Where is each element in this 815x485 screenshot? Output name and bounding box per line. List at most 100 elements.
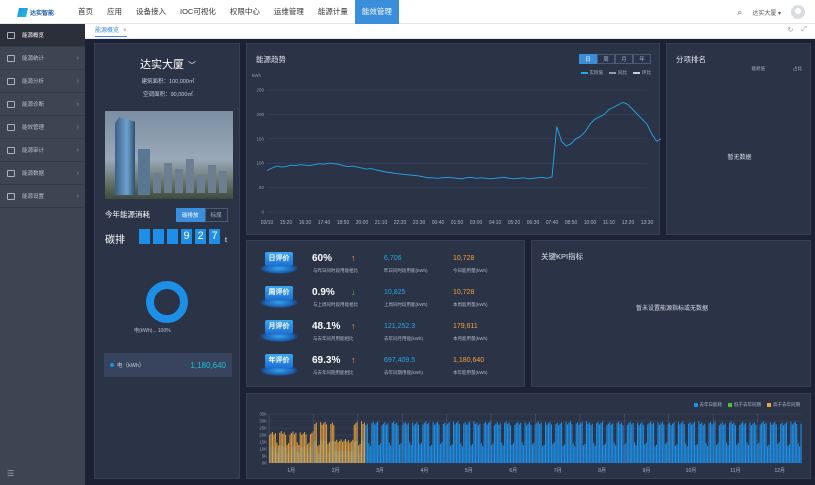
yearly-bar xyxy=(441,442,443,463)
app-logo[interactable]: 达实智能 xyxy=(17,6,54,18)
yearly-bar xyxy=(653,422,655,463)
sidebar-item-6[interactable]: 能源数据 › xyxy=(0,162,85,185)
tab-energy-overview[interactable]: 能源概览 × xyxy=(95,26,127,37)
yearly-bar xyxy=(568,422,570,463)
yearly-bar xyxy=(282,433,284,463)
eval-badge: 周评价 xyxy=(260,286,298,310)
yearly-bar xyxy=(423,422,425,463)
yearly-bar xyxy=(412,422,414,463)
yearly-xtick-label: 8月 xyxy=(598,468,606,474)
yearly-bar xyxy=(428,422,430,463)
trend-xtick-label: 08:50 xyxy=(565,220,578,226)
trend-legend-item[interactable]: 实际值 xyxy=(580,70,603,76)
yearly-bar xyxy=(603,445,605,463)
nav-item-1[interactable]: 应用 xyxy=(107,7,122,16)
nav-item-3[interactable]: IOC可视化 xyxy=(180,7,216,16)
close-tab-icon[interactable]: × xyxy=(123,28,127,34)
yearly-bar xyxy=(781,422,783,463)
refresh-icon[interactable]: ↻ xyxy=(787,27,794,34)
yearly-bar xyxy=(796,424,798,463)
trend-tab-3[interactable]: 年 xyxy=(633,54,651,64)
yearly-bar xyxy=(594,445,596,463)
energy-tab-1[interactable]: 标煤 xyxy=(204,208,228,222)
yearly-bar xyxy=(654,446,656,463)
yearly-bar xyxy=(734,425,736,463)
yearly-legend-item[interactable]: 低于去年同期 xyxy=(728,402,761,408)
yearly-bar xyxy=(466,424,468,463)
yearly-bar xyxy=(366,423,368,463)
eval-current-value: 1,180,640 xyxy=(453,357,485,364)
trend-legend-item[interactable]: 环比 xyxy=(633,70,651,76)
yearly-bar xyxy=(321,424,323,463)
sidebar-item-7[interactable]: 能源设置 › xyxy=(0,185,85,208)
yearly-bar xyxy=(420,442,422,463)
nav-item-6[interactable]: 能源计量 xyxy=(317,7,348,16)
carbon-unit: t xyxy=(225,237,227,244)
yearly-bar xyxy=(315,422,317,463)
yearly-bar xyxy=(708,423,710,463)
yearly-bar xyxy=(325,424,328,463)
sidebar-item-1[interactable]: 能源统计 › xyxy=(0,47,85,70)
trend-tab-2[interactable]: 月 xyxy=(615,54,633,64)
yearly-legend-item[interactable]: 去年日能耗 xyxy=(693,402,722,408)
list-icon xyxy=(7,146,15,154)
yearly-bar xyxy=(625,443,627,463)
eval-current-value: 10,728 xyxy=(453,289,475,296)
main-nav: 首页 应用 设备接入 IOC可视化 权限中心 运维管理 能源计量 能效管理 xyxy=(71,0,399,24)
building-selector[interactable]: 达实大厦 ﹀ xyxy=(140,59,196,71)
user-menu[interactable]: 达实大厦 ▾ xyxy=(752,10,781,17)
yearly-bar xyxy=(398,444,401,463)
yearly-bar xyxy=(774,421,776,463)
yearly-bar xyxy=(682,421,684,463)
sidebar-item-5[interactable]: 能源审计 › xyxy=(0,139,85,162)
yearly-bar xyxy=(731,424,734,463)
yearly-bar xyxy=(537,421,539,463)
eval-compare-value: 697,409.5 xyxy=(384,357,416,364)
sidebar-item-4[interactable]: 能效管理 › xyxy=(0,116,85,139)
eval-compare-label: 上周同时段用能(kWh) xyxy=(384,302,428,307)
nav-item-0[interactable]: 首页 xyxy=(78,7,93,16)
avatar[interactable] xyxy=(791,5,805,19)
fullscreen-icon[interactable]: ⤢ xyxy=(801,26,807,33)
yearly-bar xyxy=(702,425,704,463)
yearly-bar xyxy=(737,443,739,463)
yearly-bar xyxy=(485,421,487,463)
yearly-legend-item[interactable]: 高于去年同期 xyxy=(767,402,800,408)
yearly-bar xyxy=(526,425,528,463)
trend-tab-0[interactable]: 日 xyxy=(579,54,597,64)
nav-item-7[interactable]: 能效管理 xyxy=(354,0,399,24)
yearly-bar xyxy=(280,431,282,463)
trend-tab-1[interactable]: 周 xyxy=(597,54,615,64)
yearly-bar xyxy=(417,424,420,463)
yearly-bar xyxy=(394,424,396,463)
sidebar-item-2[interactable]: 能源分析 › xyxy=(0,70,85,93)
nav-item-4[interactable]: 权限中心 xyxy=(229,7,260,16)
yearly-bar xyxy=(374,424,376,463)
collapse-sidebar-icon[interactable]: ☰ xyxy=(7,469,15,478)
yearly-bar xyxy=(277,445,279,463)
search-icon[interactable]: ⌕ xyxy=(737,6,743,17)
yearly-bar xyxy=(285,435,287,463)
yearly-bar xyxy=(758,442,760,463)
yearly-bar xyxy=(618,421,620,463)
yearly-bar xyxy=(396,422,398,463)
sidebar-item-3[interactable]: 能源诊断 › xyxy=(0,93,85,116)
sidebar-item-0[interactable]: 能源概览 xyxy=(0,24,85,47)
trend-legend-item[interactable]: 同比 xyxy=(609,70,627,76)
yearly-bar xyxy=(480,443,482,463)
yearly-bar xyxy=(410,445,412,463)
energy-tab-0[interactable]: 碳排放 xyxy=(176,208,205,222)
nav-item-5[interactable]: 运维管理 xyxy=(273,7,304,16)
yearly-bar xyxy=(672,423,674,463)
legend-line-icon xyxy=(580,72,588,74)
yearly-bar xyxy=(363,422,366,463)
yearly-bar xyxy=(409,442,411,463)
eval-row: 月评价 48.1% ↑ 与去年同月用能相比 121,252.3 去年同月用能(kWh) 17… xyxy=(247,318,526,352)
yearly-xtick-label: 3月 xyxy=(376,468,384,474)
yearly-bar xyxy=(587,424,589,463)
yearly-xtick-label: 4月 xyxy=(421,468,429,474)
yearly-bar xyxy=(477,425,479,463)
nav-item-2[interactable]: 设备接入 xyxy=(136,7,166,16)
yearly-bar xyxy=(371,423,373,463)
